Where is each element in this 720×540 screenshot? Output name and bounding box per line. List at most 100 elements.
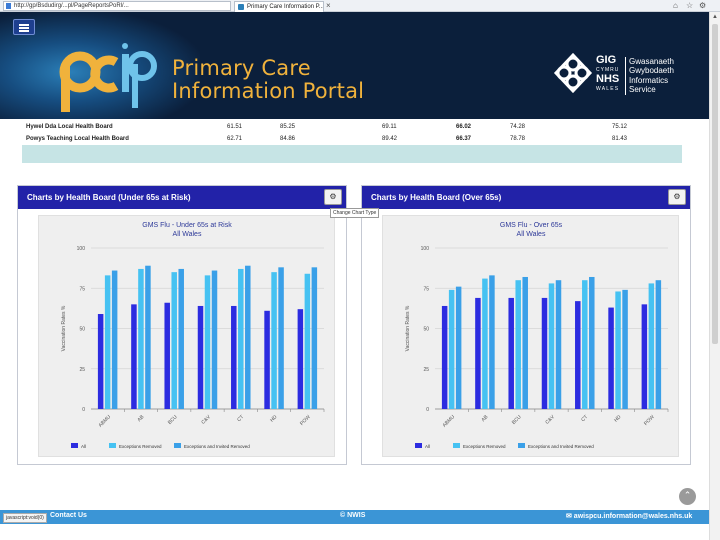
service-name-english-2: Service [629, 85, 656, 94]
page-scrollbar[interactable]: ▲ [709, 12, 720, 540]
scroll-thumb[interactable] [712, 24, 718, 344]
chevron-up-icon: ⌃ [683, 490, 692, 500]
change-chart-type-tooltip: Change Chart Type [330, 208, 380, 218]
bar [264, 310, 270, 409]
hamburger-icon-line [19, 30, 29, 32]
y-tick-label: 50 [423, 327, 429, 333]
x-tick-label: CT [580, 414, 589, 423]
x-tick-label: POW [299, 414, 312, 427]
scroll-up-icon[interactable]: ▲ [712, 14, 718, 20]
bar [164, 302, 170, 409]
home-icon[interactable]: ⌂ [673, 1, 678, 10]
x-tick-label: HD [269, 414, 279, 424]
bar [541, 297, 548, 409]
bar [482, 278, 488, 409]
chart-subtitle: All Wales [517, 231, 546, 238]
health-board-table: Hywel Dda Local Health Board 61.51 85.25… [22, 120, 682, 163]
logo-divider [625, 57, 626, 95]
close-tab-icon[interactable]: × [326, 1, 331, 10]
pcip-logo [59, 43, 157, 112]
bar [97, 314, 104, 409]
bar [197, 305, 204, 409]
y-axis-label: Vaccination Rates % [405, 305, 411, 351]
bar [145, 265, 151, 409]
page-footer: javascript:void(0) Contact Us © NWIS ✉ a… [0, 510, 709, 524]
bar-chart: GMS Flu - Over 65s All Wales Vaccination R… [405, 222, 669, 449]
change-chart-type-button[interactable]: ⚙ [668, 189, 686, 205]
table-cell: 89.42 [382, 136, 398, 142]
bar [171, 272, 177, 409]
legend-label: Exceptions and Invited Removed [528, 444, 594, 449]
change-chart-type-button[interactable]: ⚙ [324, 189, 342, 205]
bar [311, 267, 318, 409]
legend-swatch [518, 443, 525, 448]
bar [582, 280, 588, 409]
x-tick-label: ABMU [98, 414, 113, 429]
table-cell: 61.51 [227, 124, 243, 130]
chart-area: GMS Flu - Over 65s All Wales Vaccination R… [382, 215, 679, 457]
bar [508, 297, 514, 409]
bar [575, 301, 581, 409]
y-axis-label: Vaccination Rates % [61, 305, 67, 351]
gig-label: GIG [596, 54, 617, 66]
y-tick-label: 25 [79, 367, 85, 373]
table-cell: 66.37 [456, 136, 472, 142]
settings-icon[interactable]: ⚙ [699, 1, 707, 10]
menu-button[interactable] [13, 19, 35, 35]
cymru-label: CYMRU [596, 67, 620, 73]
legend-label: Exceptions Removed [119, 444, 162, 449]
url-text: http://gp/Bsdudirg/...pl/PageReportsPoRl… [14, 3, 129, 9]
legend-swatch [174, 443, 181, 448]
tab-favicon-icon [238, 4, 244, 10]
x-tick-label: POW [643, 414, 656, 427]
browser-status-text: javascript:void(0) [3, 513, 47, 523]
nhs-label: NHS [596, 73, 620, 85]
y-tick-label: 100 [421, 246, 430, 252]
table-cell: 81.43 [612, 136, 628, 142]
address-bar[interactable]: http://gp/Bsdudirg/...pl/PageReportsPoRl… [3, 1, 231, 11]
service-name-welsh-2: Gwybodaeth [629, 66, 674, 75]
browser-tab[interactable]: Primary Care Information P... [234, 1, 324, 12]
table-cell: 66.02 [456, 124, 472, 130]
board-name: Hywel Dda Local Health Board [26, 124, 113, 130]
bar [204, 275, 211, 409]
bar [655, 280, 662, 409]
x-tick-label: BCU [167, 414, 179, 426]
table-cell: 75.12 [612, 124, 628, 130]
contact-us-link[interactable]: Contact Us [50, 512, 87, 519]
bar [231, 305, 237, 409]
hamburger-icon-line [19, 27, 29, 29]
bar [211, 270, 218, 409]
panel-header: Charts by Health Board (Over 65s) ⚙ [362, 186, 690, 209]
legend-label: All [425, 444, 430, 449]
table-cell: 69.11 [382, 124, 397, 130]
bar [455, 286, 462, 409]
bar [522, 276, 528, 409]
legend-swatch [71, 443, 78, 448]
x-tick-label: C&V [200, 414, 212, 426]
bar [245, 265, 251, 409]
table-cell: 62.71 [227, 136, 243, 142]
bar [489, 275, 495, 409]
legend-swatch [415, 443, 422, 448]
x-tick-label: AB [136, 414, 145, 423]
back-to-top-button[interactable]: ⌃ [679, 488, 696, 505]
star-icon[interactable]: ☆ [686, 1, 694, 10]
page-bottom-spacer [0, 524, 709, 540]
table-footer-row [22, 145, 682, 163]
y-tick-label: 50 [79, 327, 85, 333]
bar [138, 268, 144, 409]
bar [111, 270, 118, 409]
email-link[interactable]: ✉ awispcu.information@wales.nhs.uk [566, 513, 693, 520]
portal-title-line-2: Information Portal [172, 79, 365, 103]
page-icon [6, 3, 11, 9]
x-tick-label: BCU [511, 414, 523, 426]
table-cell: 84.86 [280, 136, 296, 142]
x-tick-label: C&V [544, 414, 556, 426]
y-tick-label: 25 [423, 367, 429, 373]
y-tick-label: 100 [77, 246, 86, 252]
bar [622, 289, 628, 409]
chart-title: GMS Flu - Over 65s [500, 222, 563, 229]
x-tick-label: CT [236, 414, 245, 423]
nhs-wales-knot-logo [553, 52, 593, 94]
